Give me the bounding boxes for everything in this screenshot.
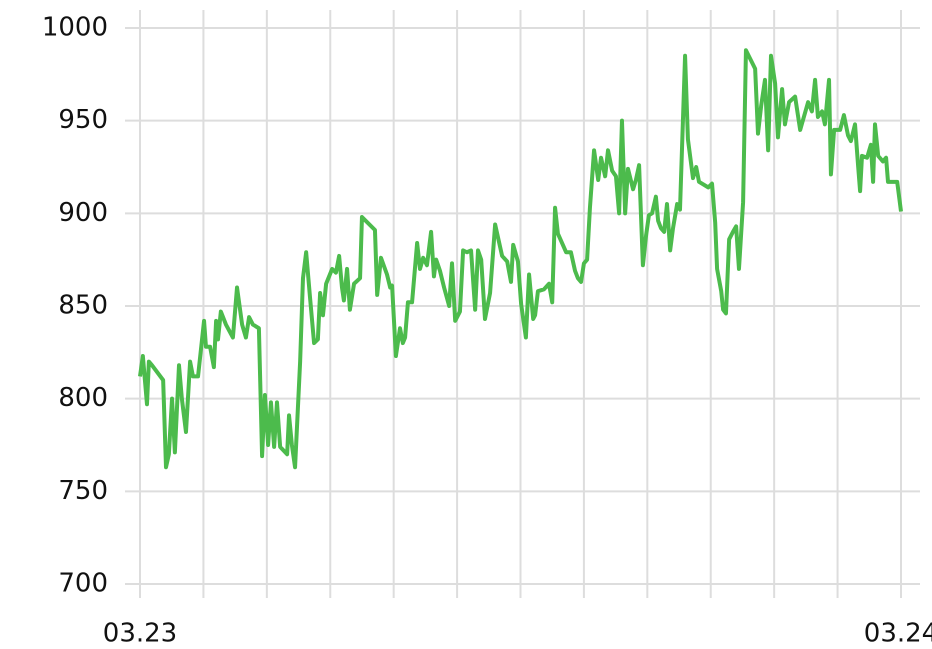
y-tick-label: 900	[58, 198, 108, 228]
y-tick-label: 850	[58, 291, 108, 321]
x-tick-label: 03.24	[864, 619, 932, 649]
line-series	[138, 48, 903, 470]
y-tick-label: 800	[58, 383, 108, 413]
x-tick-label: 03.23	[103, 619, 177, 649]
y-tick-label: 750	[58, 476, 108, 506]
y-tick-label: 700	[58, 569, 108, 599]
y-tick-label: 950	[58, 105, 108, 135]
y-tick-label: 1000	[42, 13, 108, 43]
